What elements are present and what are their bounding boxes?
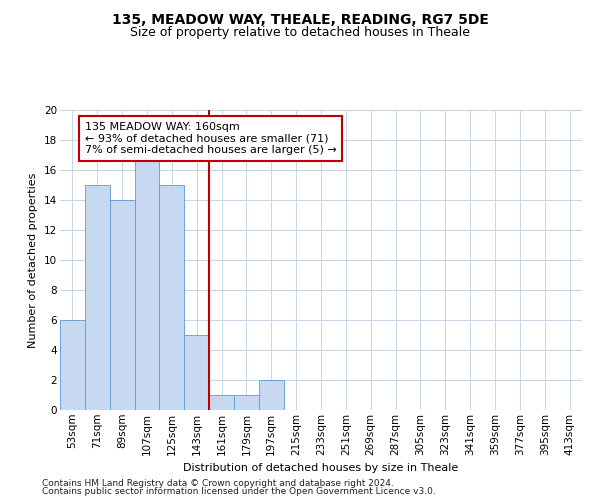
Bar [259,380,284,410]
Bar [184,335,209,410]
Text: 135 MEADOW WAY: 160sqm
← 93% of detached houses are smaller (71)
7% of semi-deta: 135 MEADOW WAY: 160sqm ← 93% of detached… [85,122,337,155]
Bar [160,185,184,410]
Bar [134,155,160,410]
Bar [110,200,134,410]
Text: Contains public sector information licensed under the Open Government Licence v3: Contains public sector information licen… [42,487,436,496]
Bar [85,185,110,410]
Text: Contains HM Land Registry data © Crown copyright and database right 2024.: Contains HM Land Registry data © Crown c… [42,478,394,488]
Bar [209,395,234,410]
Bar [234,395,259,410]
Bar [60,320,85,410]
Text: Size of property relative to detached houses in Theale: Size of property relative to detached ho… [130,26,470,39]
Y-axis label: Number of detached properties: Number of detached properties [28,172,38,348]
Text: 135, MEADOW WAY, THEALE, READING, RG7 5DE: 135, MEADOW WAY, THEALE, READING, RG7 5D… [112,12,488,26]
X-axis label: Distribution of detached houses by size in Theale: Distribution of detached houses by size … [184,463,458,473]
